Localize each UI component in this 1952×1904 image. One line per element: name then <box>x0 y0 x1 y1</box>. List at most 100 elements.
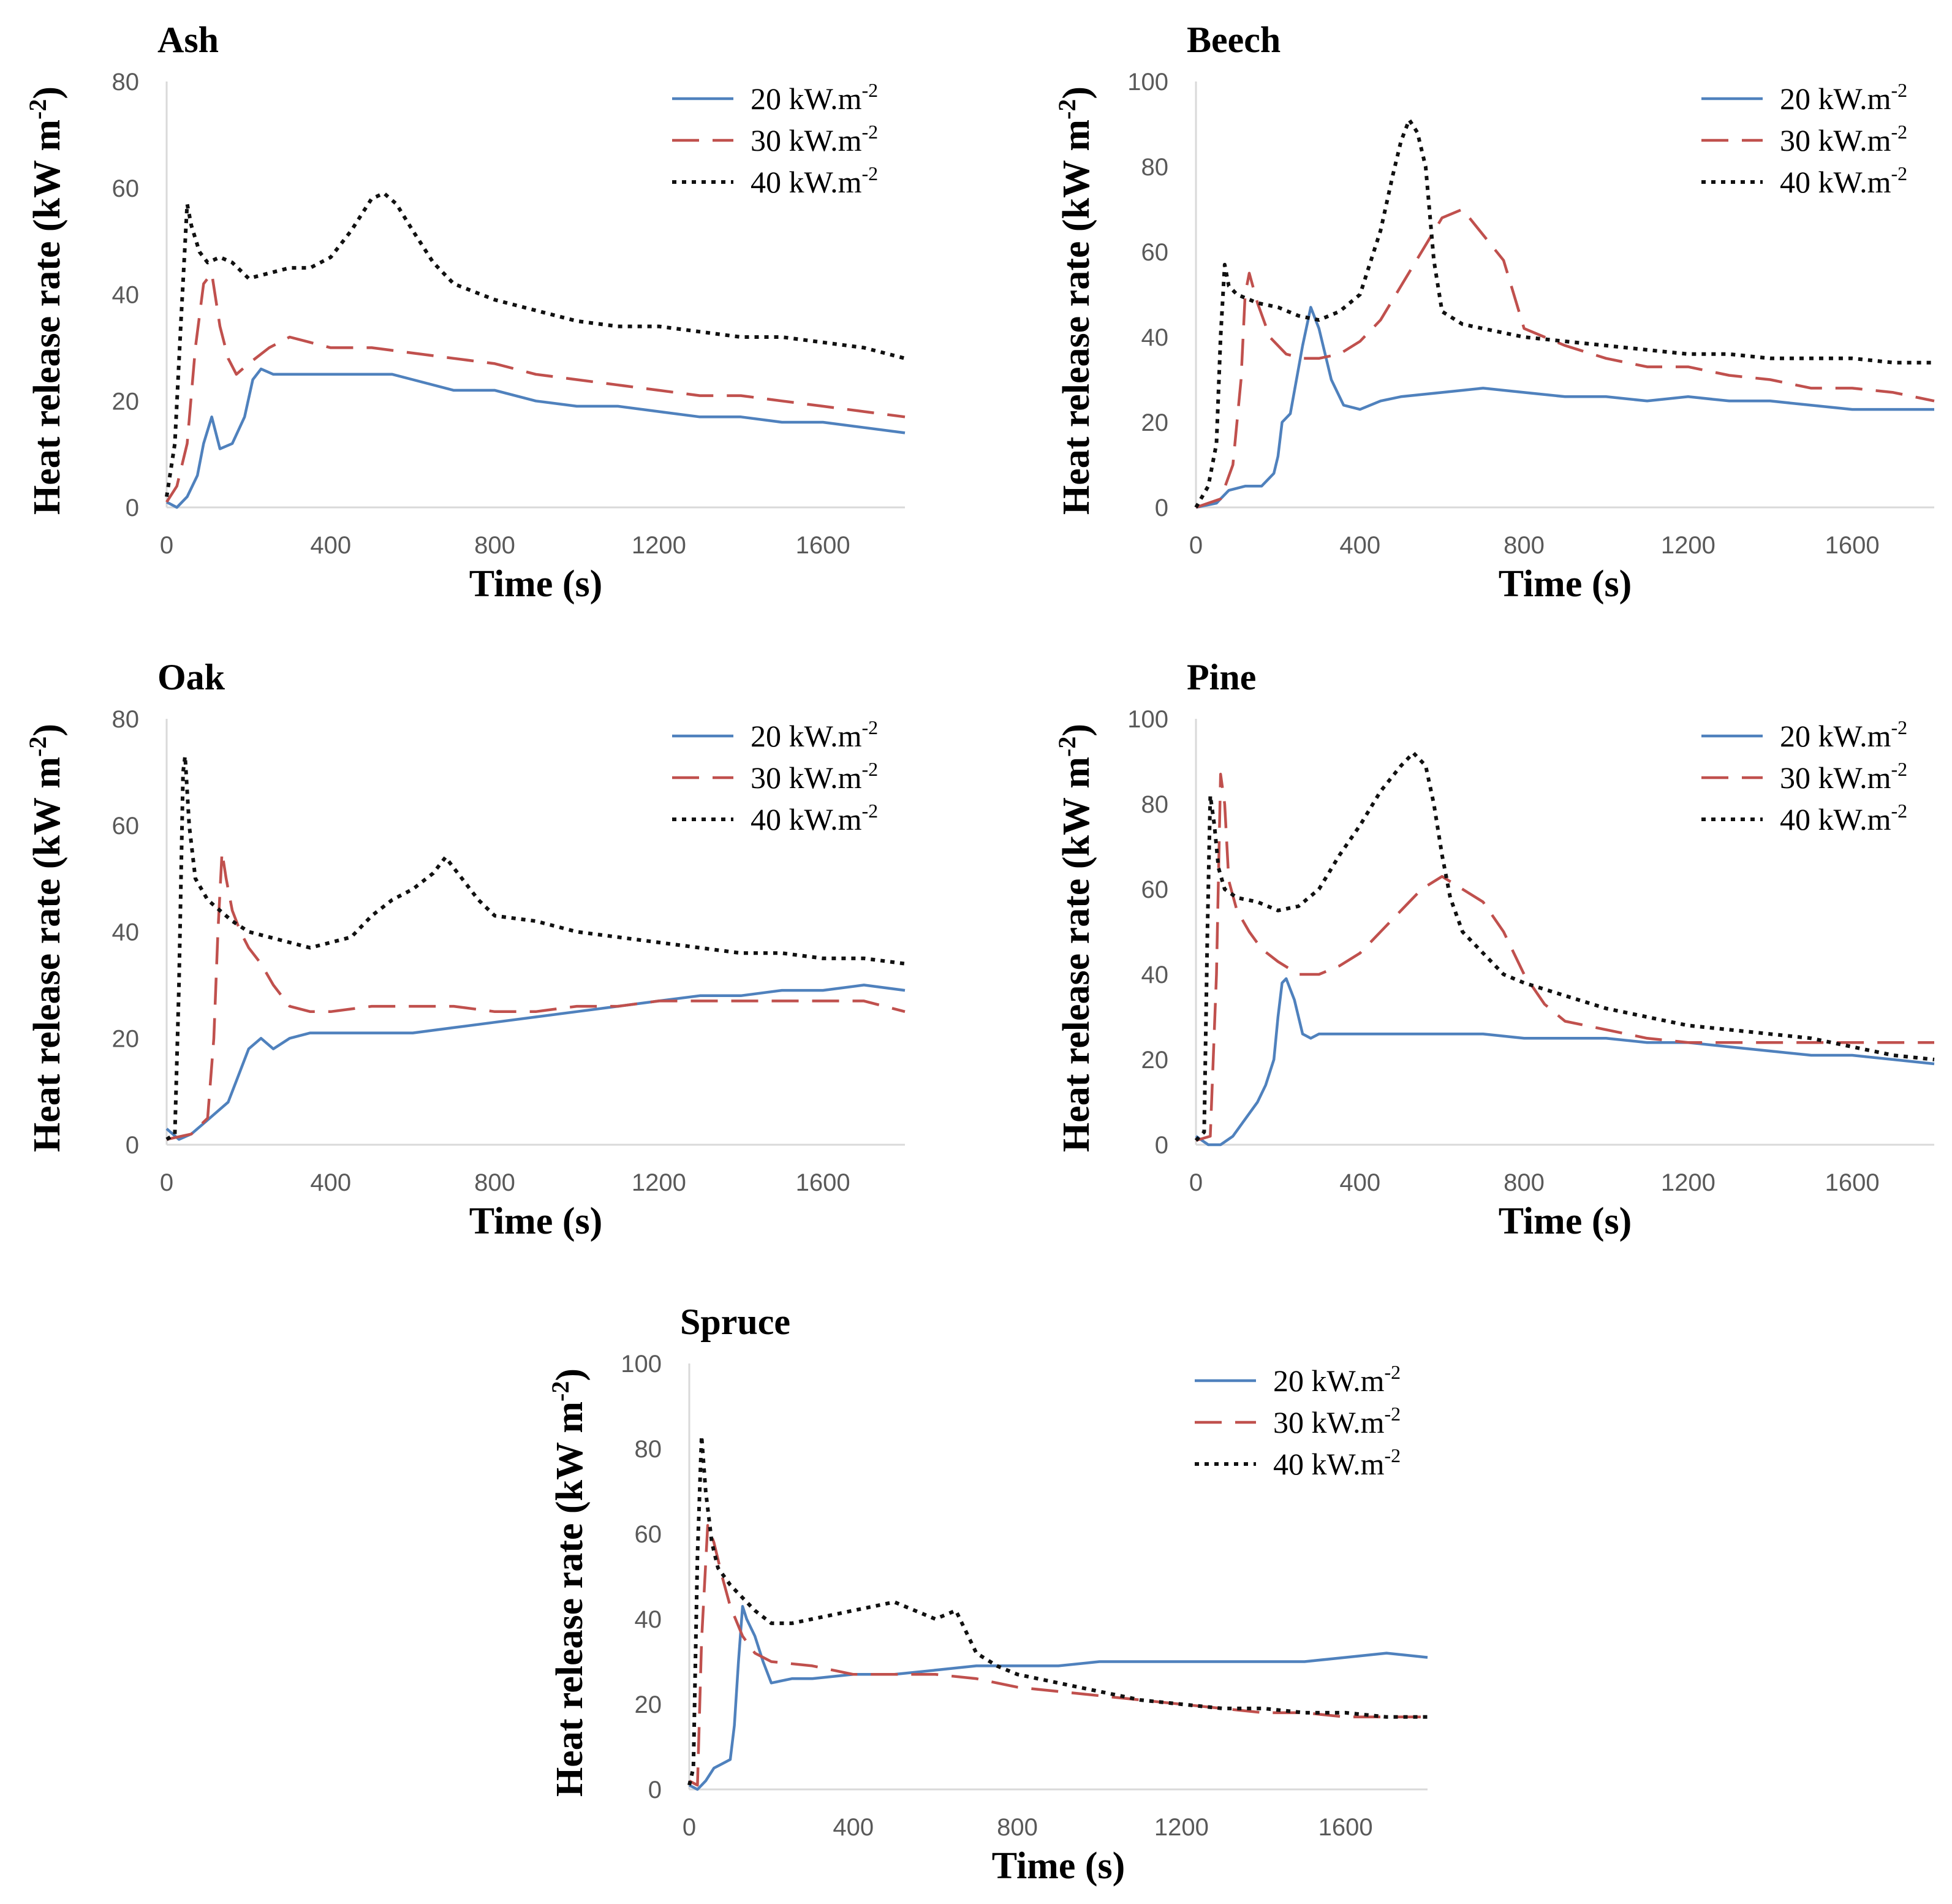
y-tick-label: 100 <box>621 1351 662 1378</box>
x-tick-label: 400 <box>1339 1169 1380 1196</box>
x-axis-title: Time (s) <box>1499 1200 1632 1242</box>
y-tick-label: 60 <box>112 813 140 840</box>
chart-title: Beech <box>1187 20 1281 60</box>
y-tick-label: 0 <box>126 1132 139 1159</box>
legend-label: 40 kW.m-2 <box>1780 162 1907 199</box>
y-tick-label: 20 <box>112 1025 140 1052</box>
x-tick-label: 0 <box>160 1169 173 1196</box>
y-axis-title: Heat release rate (kW m-2) <box>1053 86 1097 515</box>
y-axis-title-sup: -2 <box>1053 99 1081 119</box>
legend-label-sup: -2 <box>1891 121 1908 143</box>
x-tick-label: 1600 <box>796 532 850 559</box>
x-tick-label: 1200 <box>1154 1814 1209 1841</box>
series-line-solid <box>165 367 906 509</box>
y-tick-label: 60 <box>1141 239 1169 266</box>
y-tick-label: 80 <box>112 706 140 733</box>
chart-title: Spruce <box>680 1302 790 1342</box>
legend-label: 40 kW.m-2 <box>1780 800 1907 836</box>
y-tick-label: 60 <box>1141 876 1169 903</box>
legend-label: 40 kW.m-2 <box>751 800 878 836</box>
y-axis-title-main: Heat release rate (kW m <box>26 119 68 515</box>
x-tick-label: 1600 <box>1825 532 1880 559</box>
legend-label-main: 40 kW.m <box>751 802 862 836</box>
y-axis-title: Heat release rate (kW m-2) <box>24 86 68 515</box>
y-tick-label: 20 <box>1141 1047 1169 1074</box>
series-line-dotted <box>165 191 906 498</box>
y-tick-label: 20 <box>1141 409 1169 436</box>
y-tick-label: 60 <box>635 1521 662 1548</box>
y-tick-label: 0 <box>1155 1132 1168 1159</box>
legend-label: 40 kW.m-2 <box>751 162 878 199</box>
x-tick-label: 800 <box>1504 532 1545 559</box>
x-tick-label: 1600 <box>1825 1169 1880 1196</box>
y-tick-label: 100 <box>1127 69 1168 96</box>
legend-label: 20 kW.m-2 <box>1273 1361 1401 1398</box>
y-tick-label: 80 <box>635 1436 662 1463</box>
legend-label-main: 40 kW.m <box>1780 165 1891 199</box>
y-axis-title-close: ) <box>26 86 68 99</box>
y-tick-label: 40 <box>112 919 140 946</box>
legend-label: 20 kW.m-2 <box>1780 79 1907 116</box>
y-axis-title-close: ) <box>1056 724 1097 737</box>
x-tick-label: 1600 <box>796 1169 850 1196</box>
y-tick-label: 0 <box>126 495 139 522</box>
legend-label: 30 kW.m-2 <box>751 758 878 795</box>
y-tick-label: 0 <box>1155 495 1168 522</box>
legend-label-main: 20 kW.m <box>751 719 862 753</box>
y-tick-label: 80 <box>1141 154 1169 181</box>
y-axis-title-close: ) <box>26 724 68 737</box>
y-axis-title-sup: -2 <box>1053 737 1081 757</box>
legend-label: 20 kW.m-2 <box>1780 716 1907 753</box>
chart-spruce: 0 20 40 60 80 100 0 400 800 1200 1600 Spruce Time (s… <box>547 1302 1428 1887</box>
y-tick-label: 0 <box>648 1777 662 1803</box>
legend-label: 30 kW.m-2 <box>1780 121 1907 157</box>
series-line-dashed <box>165 271 906 503</box>
x-tick-label: 1200 <box>632 532 686 559</box>
y-tick-label: 80 <box>112 69 140 96</box>
legend-label: 40 kW.m-2 <box>1273 1444 1401 1481</box>
x-axis-title: Time (s) <box>992 1845 1125 1887</box>
y-tick-label: 40 <box>1141 961 1169 988</box>
x-tick-label: 400 <box>1339 532 1380 559</box>
y-tick-label: 20 <box>112 388 140 415</box>
chart-title: Pine <box>1187 657 1256 697</box>
series-line-dotted <box>687 1434 1428 1786</box>
y-tick-label: 40 <box>1141 324 1169 351</box>
legend-label: 30 kW.m-2 <box>751 121 878 157</box>
x-tick-label: 1200 <box>1661 1169 1716 1196</box>
legend-label-main: 30 kW.m <box>1780 760 1891 795</box>
legend-label-main: 20 kW.m <box>1273 1364 1385 1398</box>
y-axis-title-main: Heat release rate (kW m <box>26 757 68 1152</box>
series-line-solid <box>1195 977 1935 1147</box>
legend-label-main: 30 kW.m <box>1273 1405 1385 1439</box>
legend-label-sup: -2 <box>1891 800 1908 822</box>
legend-label: 30 kW.m-2 <box>1780 758 1907 795</box>
legend-label: 20 kW.m-2 <box>751 79 878 116</box>
legend-label-sup: -2 <box>862 800 879 822</box>
x-tick-label: 800 <box>474 1169 515 1196</box>
legend-label-main: 40 kW.m <box>751 165 862 199</box>
y-axis-title-sup: -2 <box>24 737 51 757</box>
legend-label-main: 40 kW.m <box>1273 1447 1385 1481</box>
y-axis-title-main: Heat release rate (kW m <box>1056 119 1097 515</box>
legend-label-main: 40 kW.m <box>1780 802 1891 836</box>
chart-title: Ash <box>157 20 219 60</box>
series-line-dashed <box>1195 773 1934 1142</box>
legend-label-sup: -2 <box>1891 716 1908 738</box>
legend-label-sup: -2 <box>862 758 879 780</box>
legend-label-sup: -2 <box>862 716 879 738</box>
x-tick-label: 0 <box>1189 1169 1203 1196</box>
x-axis-title: Time (s) <box>469 1200 603 1242</box>
series-line-dotted <box>165 754 906 1141</box>
legend-label-main: 20 kW.m <box>1780 82 1891 116</box>
x-tick-label: 400 <box>310 1169 351 1196</box>
legend-label-main: 20 kW.m <box>1780 719 1891 753</box>
y-axis-title: Heat release rate (kW m-2) <box>547 1368 591 1797</box>
legend-label-sup: -2 <box>1385 1361 1401 1383</box>
x-tick-label: 1600 <box>1318 1814 1373 1841</box>
chart-beech: 0 20 40 60 80 100 0 400 800 1200 1600 Beech Time (s)… <box>1053 20 1935 605</box>
legend-label-sup: -2 <box>1891 758 1908 780</box>
x-tick-label: 0 <box>1189 532 1203 559</box>
